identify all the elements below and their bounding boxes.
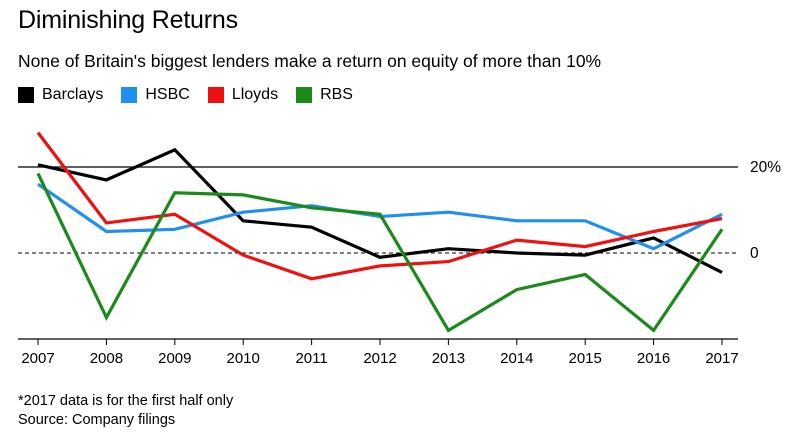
x-tick-label: 2007	[21, 350, 54, 367]
x-tick-label: 2015	[569, 350, 602, 367]
x-tick-label: 2013	[432, 350, 465, 367]
x-tick-label: 2012	[363, 350, 396, 367]
legend: Barclays HSBC Lloyds RBS	[18, 86, 371, 104]
x-tick-label: 2014	[500, 350, 533, 367]
legend-label-hsbc: HSBC	[145, 86, 190, 103]
source-note: Source: Company filings	[18, 412, 176, 428]
chart-subtitle: None of Britain's biggest lenders make a…	[18, 51, 602, 71]
x-tick-label: 2009	[158, 350, 191, 367]
y-tick-label: 0	[750, 245, 759, 262]
chart-title: Diminishing Returns	[18, 6, 238, 34]
x-tick-label: 2010	[227, 350, 260, 367]
legend-label-rbs: RBS	[320, 86, 353, 103]
legend-item-hsbc: HSBC	[121, 86, 190, 104]
legend-swatch-barclays	[18, 87, 34, 103]
legend-swatch-hsbc	[121, 87, 138, 103]
legend-label-lloyds: Lloyds	[231, 86, 279, 103]
legend-swatch-rbs	[296, 87, 313, 103]
x-tick-label: 2011	[295, 350, 327, 367]
legend-item-lloyds: Lloyds	[207, 86, 279, 104]
x-tick-label: 2008	[90, 350, 123, 367]
x-tick-label: 2017	[705, 350, 738, 367]
series-line-barclays	[37, 147, 723, 274]
series-line-lloyds	[36, 131, 723, 281]
legend-item-barclays: Barclays	[18, 86, 103, 104]
x-tick-label: 2016	[637, 350, 670, 367]
legend-label-barclays: Barclays	[42, 86, 104, 103]
series-line-rbs	[36, 172, 724, 333]
footnote: *2017 data is for the first half only	[18, 393, 234, 409]
legend-item-rbs: RBS	[296, 86, 353, 104]
y-tick-label: 20%	[750, 159, 781, 176]
legend-swatch-lloyds	[207, 87, 224, 103]
